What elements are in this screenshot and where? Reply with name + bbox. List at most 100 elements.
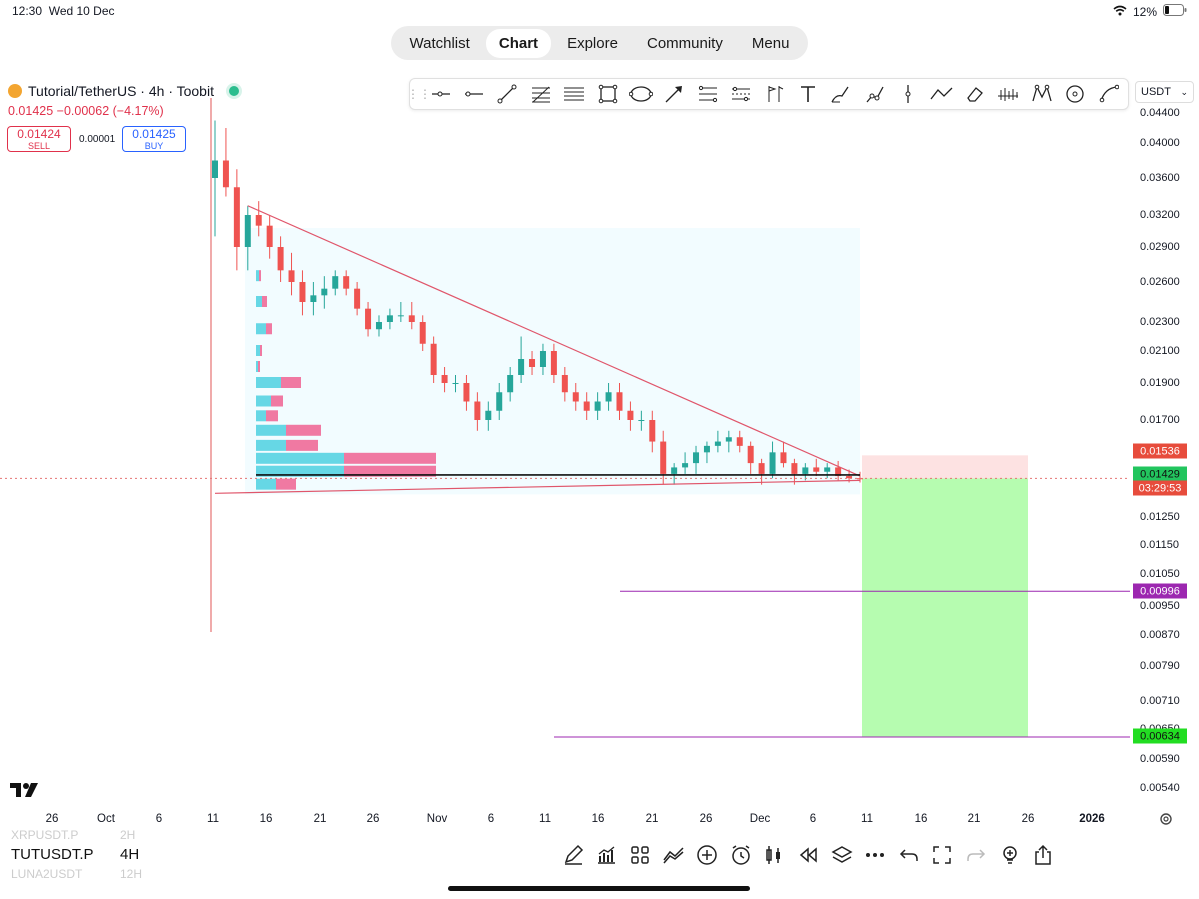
status-date: Wed 10 Dec (48, 4, 115, 18)
vertical-line-icon[interactable] (891, 80, 924, 108)
next-interval: 12H (120, 867, 143, 881)
price-change: −0.00062 (−4.17%) (56, 104, 164, 118)
horizontal-ray-icon[interactable] (424, 80, 457, 108)
tab-explore[interactable]: Explore (567, 34, 618, 52)
currency-selector[interactable]: USDT ⌄ (1135, 81, 1194, 103)
tab-chart[interactable]: Chart (485, 28, 552, 58)
candle-body (343, 276, 350, 289)
current-symbol-row[interactable]: TUTUSDT.P 4H (11, 846, 139, 863)
arrow-icon[interactable] (658, 80, 691, 108)
candle-body (212, 160, 218, 178)
more-icon[interactable] (858, 840, 892, 870)
next-symbol-row[interactable]: LUNA2USDT 12H (11, 867, 142, 881)
battery-percent: 12% (1132, 4, 1157, 19)
volume-profile-buy-bar (256, 478, 276, 490)
time-axis-label: 6 (155, 813, 163, 825)
candle-body (791, 463, 798, 474)
candle-body (496, 392, 503, 411)
trend-line-icon[interactable] (491, 80, 524, 108)
pattern-icon[interactable] (1025, 80, 1058, 108)
horizontal-line-icon[interactable] (457, 80, 490, 108)
candle-body (725, 437, 732, 442)
layers-icon[interactable] (825, 840, 859, 870)
candle-body (507, 375, 514, 393)
rectangle-icon[interactable] (591, 80, 624, 108)
gear-icon[interactable] (1158, 811, 1174, 832)
volume-profile-sell-bar (281, 377, 301, 388)
price-axis-label: 0.02900 (1140, 241, 1180, 253)
price-axis-label: 0.00950 (1140, 600, 1180, 612)
time-axis-label: 16 (914, 813, 928, 825)
price-axis-label: 0.00710 (1140, 695, 1180, 707)
fullscreen-icon[interactable] (926, 840, 960, 870)
prev-symbol-row[interactable]: XRPUSDT.P 2H (11, 828, 135, 842)
pencil-icon[interactable] (556, 840, 590, 870)
time-axis-label: 16 (591, 813, 605, 825)
candle-body (386, 315, 393, 322)
curve-icon[interactable] (1092, 80, 1125, 108)
price-axis-label: 0.01150 (1140, 539, 1179, 551)
ellipse-icon[interactable] (624, 80, 657, 108)
candle-body (354, 288, 361, 309)
symbol-header[interactable]: Tutorial/TetherUS · 4h · Toobit (8, 83, 242, 99)
candle-body (671, 467, 678, 474)
brush-icon[interactable] (825, 80, 858, 108)
buy-button[interactable]: 0.01425 BUY (122, 126, 186, 152)
path-icon[interactable] (858, 80, 891, 108)
candle-body (572, 392, 579, 402)
volume-profile-icon[interactable] (992, 80, 1025, 108)
candle-body (485, 410, 492, 420)
pitchfork-icon[interactable] (758, 80, 791, 108)
next-symbol: LUNA2USDT (11, 867, 83, 881)
compare-icon[interactable] (657, 840, 691, 870)
fib-retracement-icon[interactable] (524, 80, 557, 108)
idea-bulb-icon[interactable] (993, 840, 1027, 870)
current-price-tag: 0.01429 (1133, 466, 1187, 482)
time-axis-label: 2026 (1079, 813, 1105, 825)
volume-profile-sell-bar (259, 270, 261, 282)
tab-watchlist[interactable]: Watchlist (409, 34, 470, 52)
target-price-tag: 0.01536 (1133, 443, 1187, 459)
undo-icon[interactable] (892, 840, 926, 870)
current-symbol: TUTUSDT.P (11, 846, 94, 863)
eraser-icon[interactable] (958, 80, 991, 108)
price-axis-label: 0.02300 (1140, 316, 1180, 328)
volume-profile-sell-bar (286, 439, 318, 451)
text-tool-icon[interactable] (791, 80, 824, 108)
fib-timezone-icon[interactable] (725, 80, 758, 108)
layout-grid-icon[interactable] (623, 840, 657, 870)
candle-body (835, 467, 842, 477)
candle-body (375, 322, 382, 330)
triangle-upper-line (247, 205, 861, 477)
battery-icon (1163, 4, 1187, 19)
parallel-channel-icon[interactable] (558, 80, 591, 108)
share-icon[interactable] (1026, 840, 1060, 870)
replay-icon[interactable] (791, 840, 825, 870)
toolbar-drag-handle-icon[interactable]: ⋮⋮ (407, 87, 431, 101)
candles-icon[interactable] (758, 840, 792, 870)
time-axis-label: 26 (1021, 813, 1035, 825)
indicators-chart-icon[interactable] (590, 840, 624, 870)
zigzag-icon[interactable] (925, 80, 958, 108)
redo-icon[interactable] (959, 840, 993, 870)
price-axis-label: 0.01050 (1140, 568, 1180, 580)
buy-price: 0.01425 (132, 127, 176, 141)
tab-menu[interactable]: Menu (751, 34, 790, 52)
candle-body (244, 215, 251, 247)
tradingview-logo-icon[interactable] (10, 781, 40, 804)
candle-body (288, 270, 295, 282)
time-axis-label: 6 (809, 813, 817, 825)
add-circle-icon[interactable] (690, 840, 724, 870)
alarm-clock-icon[interactable] (724, 840, 758, 870)
candle-body (583, 401, 590, 411)
fib-channel-icon[interactable] (691, 80, 724, 108)
tab-community[interactable]: Community (646, 34, 723, 52)
volume-profile-buy-bar (256, 410, 266, 422)
circle-tool-icon[interactable] (1058, 80, 1091, 108)
status-right: 12% (1113, 4, 1187, 19)
last-price: 0.01425 (8, 104, 54, 118)
volume-profile-buy-bar (256, 424, 286, 436)
sell-button[interactable]: 0.01424 SELL (7, 126, 71, 152)
main-nav-tabs: Watchlist Chart Explore Community Menu (391, 26, 808, 60)
